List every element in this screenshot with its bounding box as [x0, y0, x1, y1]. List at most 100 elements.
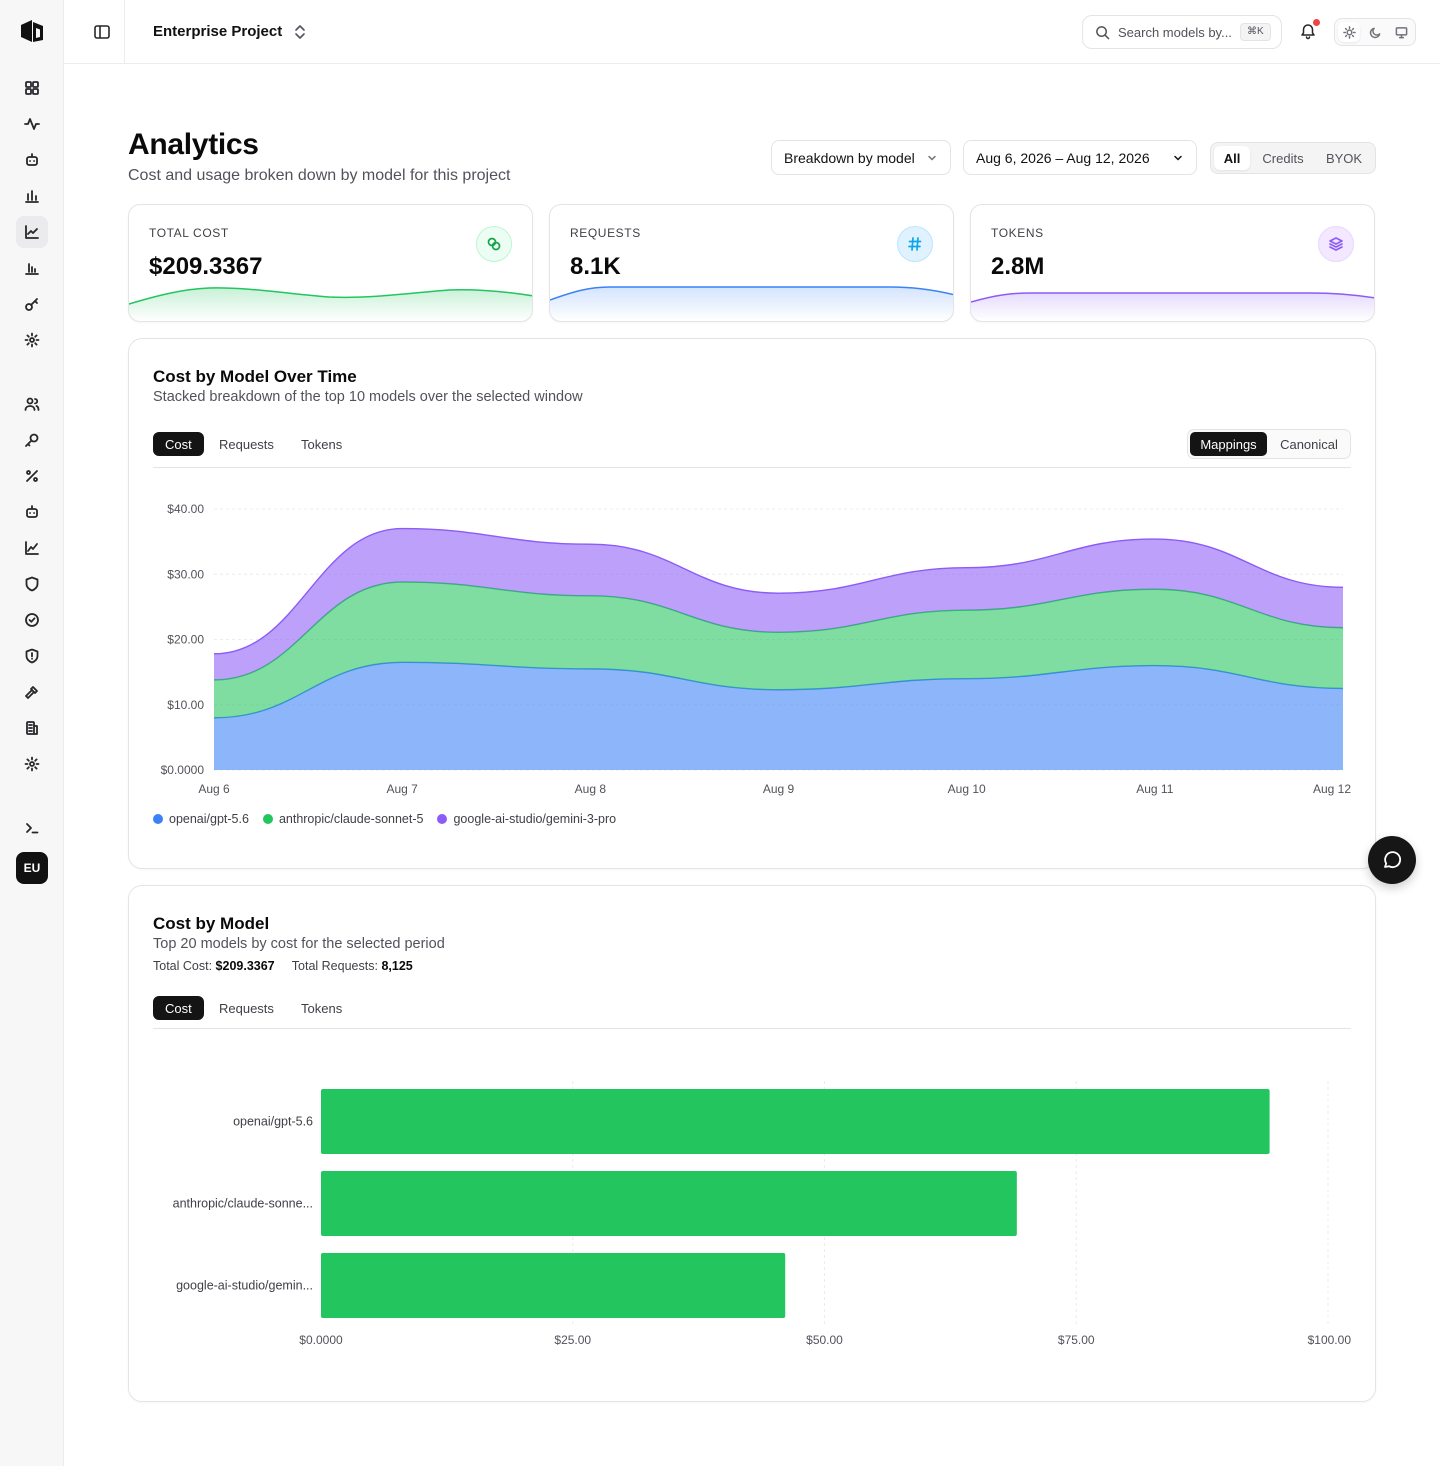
tab-requests[interactable]: Requests	[219, 436, 274, 452]
sidebar-item-bar-chart-2[interactable]	[16, 252, 48, 284]
bar[interactable]	[321, 1253, 786, 1318]
notification-dot	[1313, 19, 1320, 26]
search-icon	[1096, 26, 1110, 40]
x-tick-label: Aug 10	[948, 782, 986, 796]
sidebar-item-hammer[interactable]	[16, 676, 48, 708]
activity-icon	[24, 118, 40, 130]
sidebar-item-percent[interactable]	[16, 460, 48, 492]
tab-requests[interactable]: Requests	[219, 1000, 274, 1016]
sidebar-item-key[interactable]	[16, 288, 48, 320]
source-filter-all[interactable]: All	[1214, 146, 1250, 170]
cost-by-model-panel: Cost by Model Top 20 models by cost for …	[128, 885, 1376, 1402]
percent-icon	[26, 470, 38, 482]
sidebar-item-key-round[interactable]	[16, 424, 48, 456]
system-theme-button[interactable]	[1390, 22, 1412, 42]
search-input[interactable]: Search models by... ⌘K	[1082, 15, 1282, 49]
coins-icon	[476, 226, 512, 262]
stat-value: 8.1K	[570, 253, 621, 280]
panel-title: Cost by Model Over Time	[153, 367, 357, 386]
avatar[interactable]: EU	[16, 852, 48, 884]
sidebar-toggle-icon[interactable]	[92, 22, 112, 42]
tab-tokens[interactable]: Tokens	[301, 1000, 343, 1016]
sidebar-item-line-chart[interactable]	[16, 216, 48, 248]
sidebar-item-check-circle[interactable]	[16, 604, 48, 636]
tab-cost[interactable]: Cost	[153, 432, 204, 456]
page-subtitle: Cost and usage broken down by model for …	[128, 167, 511, 184]
terminal-icon	[26, 823, 39, 834]
sidebar-item-bar-chart[interactable]	[16, 180, 48, 212]
sidebar-item-settings[interactable]	[16, 324, 48, 356]
date-range-picker[interactable]: Aug 6, 2026 – Aug 12, 2026	[963, 140, 1197, 175]
panel-subtitle: Stacked breakdown of the top 10 models o…	[153, 389, 583, 405]
chat-button[interactable]	[1368, 836, 1416, 884]
sidebar-item-trend[interactable]	[16, 532, 48, 564]
hash-icon	[897, 226, 933, 262]
y-tick-label: $10.00	[167, 698, 204, 712]
sidebar-item-shield[interactable]	[16, 568, 48, 600]
shield-icon	[25, 576, 39, 592]
sidebar-item-users[interactable]	[16, 388, 48, 420]
tab-cost[interactable]: Cost	[153, 996, 204, 1020]
panel-title: Cost by Model	[153, 914, 270, 933]
chevrons-up-down-icon[interactable]	[292, 22, 308, 42]
source-filter-credits[interactable]: Credits	[1262, 150, 1304, 166]
light-theme-button[interactable]	[1338, 22, 1360, 42]
tab-tokens[interactable]: Tokens	[301, 436, 343, 452]
x-tick-label: Aug 6	[198, 782, 230, 796]
series-line	[213, 527, 1344, 655]
y-category-label: anthropic/claude-sonne...	[173, 1197, 313, 1211]
total-cost-value: $209.3367	[215, 959, 275, 973]
view-toggle-canonical[interactable]: Canonical	[1280, 436, 1338, 452]
area-series-gemini-3-pro[interactable]	[214, 528, 1343, 680]
totals-summary: Total Cost: $209.3367 Total Requests: 8,…	[153, 959, 413, 973]
area-series-gpt-5.6[interactable]	[214, 662, 1343, 770]
building-icon	[26, 721, 38, 735]
bar[interactable]	[321, 1171, 1017, 1236]
stacked-area-chart: $0.0000 $10.00 $20.00 $30.00 $40.00 Aug 6 Aug …	[161, 502, 1352, 796]
divider	[124, 0, 125, 64]
x-tick-label: Aug 9	[763, 782, 795, 796]
area-series-claude-sonnet-5[interactable]	[214, 582, 1343, 718]
legend-item[interactable]: anthropic/claude-sonnet-5	[262, 812, 423, 826]
sidebar-item-terminal[interactable]	[16, 812, 48, 844]
bell-icon[interactable]	[1299, 22, 1317, 40]
sidebar-item-building[interactable]	[16, 712, 48, 744]
key-icon	[25, 298, 38, 311]
total-cost-card: Total Cost $209.3367	[128, 204, 533, 322]
users-icon	[24, 397, 40, 411]
breakdown-select[interactable]: Breakdown by model	[771, 140, 951, 175]
shield-alert-icon	[25, 648, 39, 664]
sidebar-item-bot[interactable]	[16, 144, 48, 176]
x-tick-label: $75.00	[1058, 1333, 1095, 1347]
y-category-label: openai/gpt-5.6	[233, 1115, 313, 1129]
breakdown-select-value: Breakdown by model	[784, 149, 915, 166]
sidebar-item-bot-2[interactable]	[16, 496, 48, 528]
monitor-icon	[1395, 26, 1407, 38]
sidebar-item-settings-2[interactable]	[16, 748, 48, 780]
source-filter-byok[interactable]: BYOK	[1325, 150, 1363, 166]
source-filter: All Credits BYOK	[1210, 142, 1376, 174]
x-tick-label: Aug 11	[1136, 782, 1173, 796]
bar[interactable]	[321, 1089, 1270, 1154]
x-tick-label: Aug 8	[575, 782, 607, 796]
legend-item[interactable]: google-ai-studio/gemini-3-pro	[437, 812, 616, 826]
y-tick-label: $40.00	[167, 502, 204, 516]
total-requests-label: Total Requests:	[291, 959, 378, 973]
y-tick-label: $30.00	[167, 567, 204, 581]
dark-theme-button[interactable]	[1364, 22, 1386, 42]
bot-2-icon	[26, 505, 38, 518]
settings-2-icon	[24, 756, 40, 772]
sidebar-item-dashboard[interactable]	[16, 72, 48, 104]
project-name[interactable]: Enterprise Project	[153, 23, 283, 40]
view-toggle-mappings[interactable]: Mappings	[1190, 432, 1267, 456]
y-tick-label: $0.0000	[161, 763, 205, 777]
logo-icon[interactable]	[19, 18, 45, 44]
view-toggle: Mappings Canonical	[1187, 429, 1351, 459]
stat-label: Tokens	[991, 226, 1044, 240]
bot-icon	[26, 153, 38, 166]
sidebar-item-shield-alert[interactable]	[16, 640, 48, 672]
check-circle-icon	[25, 613, 39, 627]
legend-item[interactable]: openai/gpt-5.6	[153, 812, 249, 826]
legend-label: openai/gpt-5.6	[169, 812, 249, 826]
sidebar-item-activity[interactable]	[16, 108, 48, 140]
